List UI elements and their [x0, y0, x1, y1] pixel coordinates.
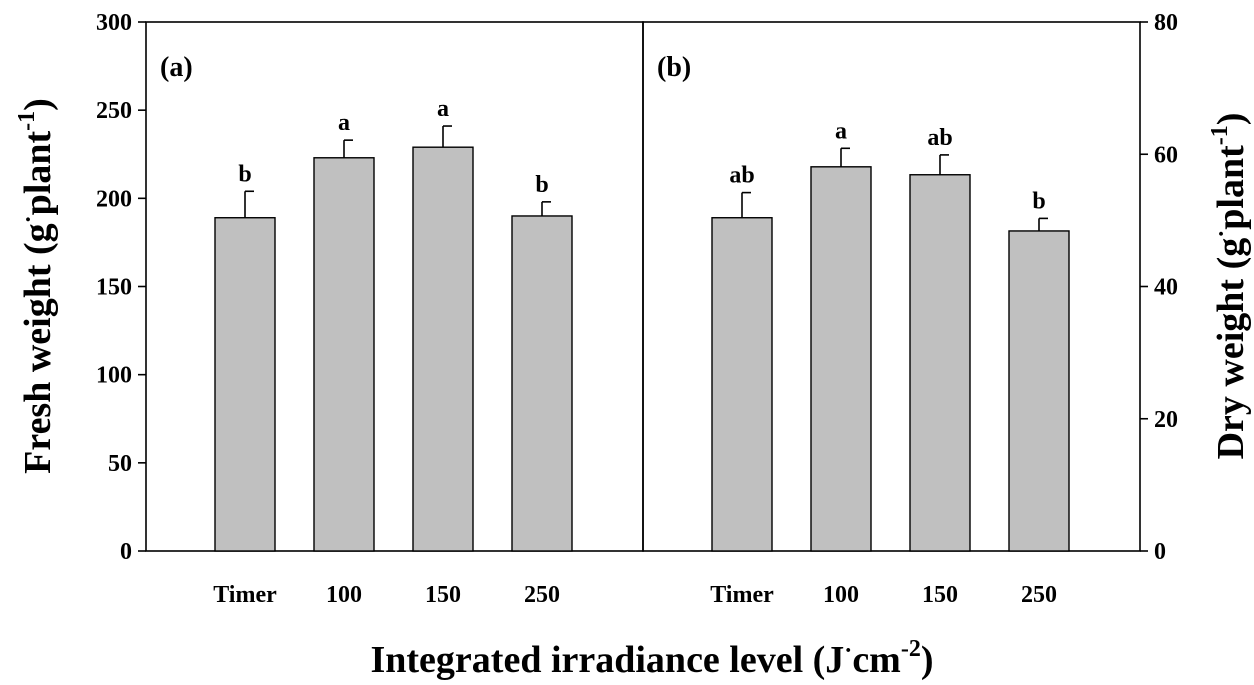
bar [810, 166, 872, 552]
x-tick-label: Timer [213, 582, 277, 608]
y-tick-label: 200 [96, 186, 132, 212]
y-axis-label-left: Fresh weight (g·plant-1) [14, 98, 59, 474]
bar [313, 157, 375, 552]
x-axis-label-mid: cm [852, 639, 901, 681]
y-axis-label-right-close: ) [1210, 113, 1252, 126]
significance-label: b [1032, 188, 1045, 214]
significance-label: ab [927, 125, 952, 151]
y-axis-label-right-mid: plant [1210, 145, 1252, 230]
y-axis-label-left-dot: · [16, 215, 42, 223]
x-tick-label: 250 [1021, 582, 1057, 608]
significance-label: ab [729, 163, 754, 189]
x-tick-label: 150 [922, 582, 958, 608]
y-axis-label-left-close: ) [17, 98, 59, 111]
x-tick-label: 100 [823, 582, 859, 608]
y-axis-label-right-main: Dry weight (g [1210, 238, 1252, 460]
x-axis-label-dot: · [844, 638, 852, 664]
panel-label: (a) [160, 52, 193, 83]
y-axis-label-left-main: Fresh weight (g [17, 223, 59, 474]
y-tick-label: 80 [1154, 10, 1178, 36]
panel-a: 0 50 100 150 200 250 300 (a) b Timer a 100 a 150 b 250 [96, 10, 644, 608]
significance-label: a [338, 110, 350, 136]
y-tick-label: 20 [1154, 407, 1178, 433]
y-axis-label-left-sup: -1 [14, 111, 40, 131]
y-tick-label: 150 [96, 275, 132, 301]
x-axis-label-close: ) [921, 639, 934, 681]
y-tick-label: 40 [1154, 275, 1178, 301]
significance-label: a [835, 118, 847, 144]
y-axis-label-right-sup: -1 [1207, 125, 1233, 145]
significance-label: b [535, 172, 548, 198]
x-axis-label: Integrated irradiance level (J·cm-2) [370, 636, 933, 681]
y-tick-label: 50 [108, 451, 132, 477]
y-axis-label-right-dot: · [1209, 230, 1235, 238]
panel-b: 0 20 40 60 80 (b) ab Timer a 100 ab 150 b 250 [642, 10, 1178, 608]
bar [412, 146, 474, 552]
y-axis-label-left-mid: plant [17, 130, 59, 215]
y-tick-label: 100 [96, 363, 132, 389]
bar [711, 217, 773, 552]
y-axis-label-right: Dry weight (g·plant-1) [1207, 113, 1252, 460]
y-tick-label: 0 [120, 539, 132, 565]
y-tick-label: 60 [1154, 142, 1178, 168]
x-tick-label: 150 [425, 582, 461, 608]
x-axis-label-main: Integrated irradiance level (J [370, 639, 844, 681]
bar [511, 215, 573, 552]
panel-label: (b) [657, 52, 691, 83]
y-tick-label: 300 [96, 10, 132, 36]
x-axis-label-sup: -2 [901, 636, 921, 662]
y-tick-label: 0 [1154, 539, 1166, 565]
significance-label: b [238, 161, 251, 187]
bar [1008, 230, 1070, 552]
x-tick-label: Timer [710, 582, 774, 608]
y-tick-label: 250 [96, 98, 132, 124]
bar [214, 217, 276, 552]
bar [909, 174, 971, 552]
x-tick-label: 100 [326, 582, 362, 608]
x-tick-label: 250 [524, 582, 560, 608]
significance-label: a [437, 96, 449, 122]
